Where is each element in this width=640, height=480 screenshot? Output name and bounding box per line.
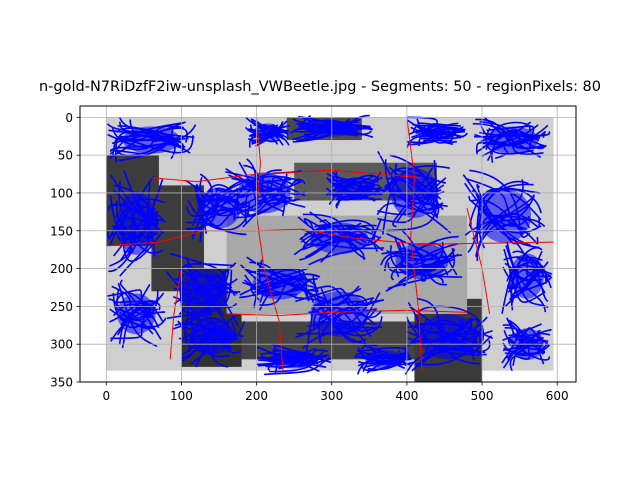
x-tick-label: 200 xyxy=(245,389,268,403)
chart-title: n-gold-N7RiDzfF2iw-unsplash_VWBeetle.jpg… xyxy=(38,79,602,95)
streamline-core xyxy=(179,268,229,314)
streamline-cluster-7 xyxy=(185,173,254,243)
streamline-cluster-3 xyxy=(406,116,468,148)
x-tick-label: 300 xyxy=(320,389,343,403)
streamline xyxy=(386,160,438,232)
streamline-core xyxy=(365,350,404,369)
streamline-core xyxy=(310,291,369,337)
streamline-cluster-10 xyxy=(462,169,546,262)
streamline-core xyxy=(189,318,234,355)
grid-layer xyxy=(80,106,576,382)
streamline-cluster-16 xyxy=(107,279,167,349)
streamline-cluster-0 xyxy=(107,116,197,163)
x-tick-label: 100 xyxy=(170,389,193,403)
streamline-cluster-12 xyxy=(380,230,463,292)
streamline-cluster-22 xyxy=(354,343,415,375)
x-tick-label: 600 xyxy=(546,389,569,403)
y-tick-label: 0 xyxy=(65,111,73,125)
y-tick-label: 50 xyxy=(58,149,73,163)
streamline xyxy=(264,356,330,376)
tick-layer: 0 100 200 300 400 500 600 0 50 100 150 200 250 300 350 xyxy=(50,111,569,403)
x-tick-label: 500 xyxy=(471,389,494,403)
streamline-core xyxy=(252,267,306,300)
x-tick-label: 400 xyxy=(395,389,418,403)
y-tick-label: 100 xyxy=(50,186,73,200)
streamline-cluster-9 xyxy=(376,151,452,235)
axes-frame xyxy=(79,105,577,383)
streamline-core xyxy=(117,293,156,335)
streamline-core xyxy=(122,126,181,154)
streamline-core xyxy=(485,126,539,154)
y-tick-label: 300 xyxy=(50,338,73,352)
segment-boundary-1 xyxy=(256,228,554,245)
y-tick-label: 350 xyxy=(50,376,73,390)
streamline-cluster-20 xyxy=(177,305,246,368)
streamline-cluster-6 xyxy=(106,170,166,277)
streamline-core xyxy=(417,123,457,142)
streamline-cluster-8 xyxy=(325,170,383,209)
streamline-cluster-18 xyxy=(404,298,494,375)
streamline xyxy=(187,199,251,231)
streamline-core xyxy=(395,242,449,280)
streamline-core xyxy=(478,188,532,243)
streamline xyxy=(299,219,376,241)
streamline-core xyxy=(419,313,478,360)
streamline-core xyxy=(270,350,319,369)
y-tick-label: 200 xyxy=(50,262,73,276)
segment-boundary-4 xyxy=(406,117,423,371)
streamline-core xyxy=(197,187,241,229)
streamline-cluster-21 xyxy=(256,343,332,376)
streamline xyxy=(192,184,240,227)
streamline-core xyxy=(335,177,374,201)
streamline-core xyxy=(510,253,544,299)
y-tick-label: 150 xyxy=(50,224,73,238)
streamline-cluster-13 xyxy=(501,237,553,315)
streamline xyxy=(476,187,541,244)
streamline-cluster-1 xyxy=(244,116,291,148)
streamline-core xyxy=(117,191,156,255)
y-tick-label: 250 xyxy=(50,300,73,314)
streamline-core xyxy=(253,123,283,142)
x-tick-label: 0 xyxy=(102,389,110,403)
